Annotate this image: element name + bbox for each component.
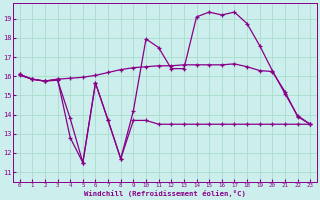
X-axis label: Windchill (Refroidissement éolien,°C): Windchill (Refroidissement éolien,°C) bbox=[84, 190, 246, 197]
